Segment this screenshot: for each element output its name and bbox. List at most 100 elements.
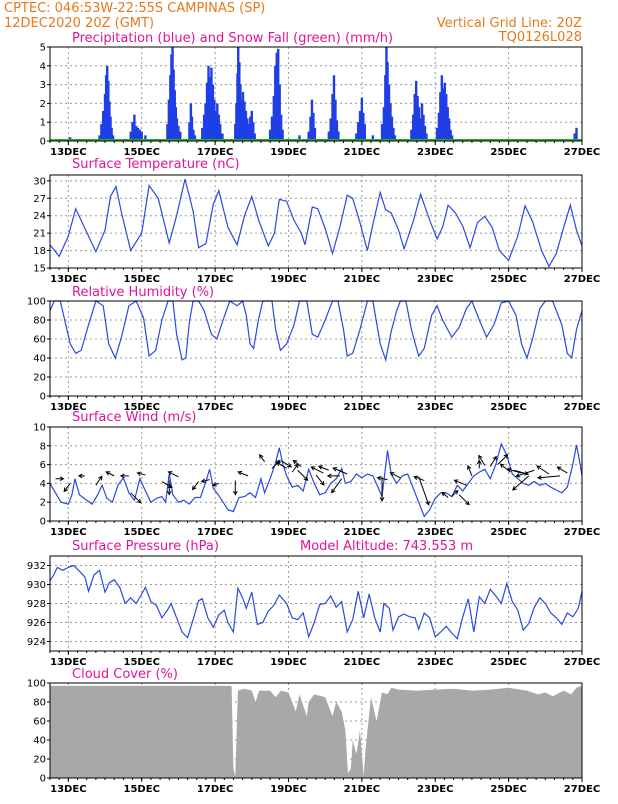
wind-xtick-label: 19DEC (270, 527, 306, 538)
precip-bar (380, 124, 384, 141)
precip-bar (362, 112, 365, 141)
precip-bar (443, 82, 446, 141)
precip-bar (221, 133, 224, 141)
humidity-xtick-label: 25DEC (490, 402, 526, 413)
precip-bar (241, 92, 245, 141)
precip-bar (140, 131, 143, 141)
humidity-ytick-label: 100 (27, 297, 46, 308)
wind-vector-arrow (389, 472, 401, 479)
precip-bar (393, 135, 397, 141)
precip-bar (435, 127, 439, 141)
pressure-xtick-label: 23DEC (417, 657, 453, 668)
precip-bar (219, 124, 222, 141)
temperature-ytick-label: 18 (33, 246, 46, 257)
precip-bar (144, 135, 147, 141)
precip-ytick-label: 1 (40, 118, 46, 129)
wind-vector-arrow (478, 454, 486, 466)
precip-bar (111, 135, 115, 141)
precip-ytick-label: 3 (40, 80, 46, 91)
precip-bar (279, 114, 283, 141)
cloud-ytick-label: 100 (27, 679, 46, 690)
precip-bar (417, 107, 421, 141)
precip-bar (167, 99, 171, 141)
wind-vector-arrow (326, 473, 340, 479)
wind-vector-arrow (458, 494, 470, 506)
wind-ytick-label: 0 (40, 517, 46, 528)
temperature-xtick-label: 17DEC (197, 274, 233, 285)
wind-vector-arrow (315, 474, 325, 486)
temperature-xtick-label: 15DEC (124, 274, 160, 285)
precip-bar (313, 127, 317, 141)
precip-bar (249, 116, 252, 141)
precip-bar (253, 133, 256, 141)
wind-vector-arrow (95, 475, 103, 486)
precip-bar (278, 84, 281, 141)
humidity-xtick-label: 19DEC (270, 402, 306, 413)
wind-vector-arrow (515, 469, 535, 478)
pressure-panel: Surface Pressure (hPa) Model Altitude: 74… (27, 539, 600, 668)
cloud-xtick-label: 13DEC (50, 784, 86, 795)
wind-line (49, 442, 583, 518)
wind-vector-arrow (536, 475, 561, 480)
wind-vector-arrow (77, 473, 85, 479)
precip-bar (213, 99, 216, 141)
pressure-xtick-label: 19DEC (270, 657, 306, 668)
precip-bar (277, 48, 280, 141)
precip-bar (216, 103, 219, 141)
cloud-ytick-label: 40 (33, 736, 46, 747)
precip-bar (192, 129, 195, 141)
precip-bar (410, 129, 413, 141)
precip-bar (329, 118, 332, 141)
wind-panel: Surface Wind (m/s) 0 2 4 6 8 10 13DEC 15DEC 17DEC… (33, 410, 600, 538)
precip-ytick-label: 5 (40, 43, 46, 54)
precip-bar (268, 129, 272, 141)
precip-frame (49, 46, 583, 142)
wind-vector-arrow (105, 471, 115, 477)
precip-bar (210, 67, 213, 141)
precip-xtick-label: 15DEC (124, 147, 160, 158)
precip-bar (110, 127, 113, 141)
precip-bar (100, 124, 103, 141)
precip-xtick-label: 23DEC (417, 147, 453, 158)
pressure-ytick-label: 924 (27, 637, 46, 648)
wind-vector-arrow (536, 465, 550, 475)
cloud-xtick-label: 27DEC (564, 784, 600, 795)
humidity-xtick-label: 15DEC (124, 402, 160, 413)
precip-bar (252, 122, 255, 141)
precip-bar (358, 110, 362, 141)
precip-bar (392, 127, 395, 141)
precip-bar (298, 135, 301, 141)
wind-vector-arrow (211, 482, 219, 487)
pressure-annotation: Model Altitude: 743.553 m (300, 539, 473, 554)
temperature-xtick-label: 13DEC (50, 274, 86, 285)
pressure-ytick-label: 926 (27, 618, 46, 629)
precip-bar (247, 124, 251, 141)
wind-vector-arrow (441, 491, 449, 498)
humidity-ytick-label: 40 (33, 354, 46, 365)
wind-xtick-label: 17DEC (197, 527, 233, 538)
precip-bar (193, 135, 197, 141)
precip-bar (413, 94, 416, 141)
precip-bar (309, 116, 312, 141)
temperature-xtick-label: 23DEC (417, 274, 453, 285)
precip-bar (275, 52, 278, 141)
precip-bar (240, 99, 243, 141)
temperature-title: Surface Temperature (nC) (72, 157, 240, 172)
wind-vector-arrow (119, 473, 129, 479)
wind-vector-arrow (453, 479, 467, 486)
precip-xtick-label: 17DEC (197, 147, 233, 158)
precip-bar (175, 118, 179, 141)
precip-bar (356, 122, 360, 141)
cloud-ytick-label: 80 (33, 698, 46, 709)
pressure-title: Surface Pressure (hPa) (72, 539, 219, 554)
wind-xtick-label: 25DEC (490, 527, 526, 538)
precip-bar (272, 95, 276, 141)
precip-bar (390, 116, 394, 141)
temperature-ytick-label: 21 (33, 229, 46, 240)
wind-vector-arrow (292, 459, 302, 467)
precip-bar (135, 125, 138, 141)
wind-vector-arrow (376, 475, 388, 481)
wind-vector-arrow (331, 478, 343, 494)
wind-vector-arrow (332, 467, 348, 475)
humidity-panel: Relative Humidity (%) 0 20 40 60 80 100 13DEC 15… (27, 285, 600, 413)
